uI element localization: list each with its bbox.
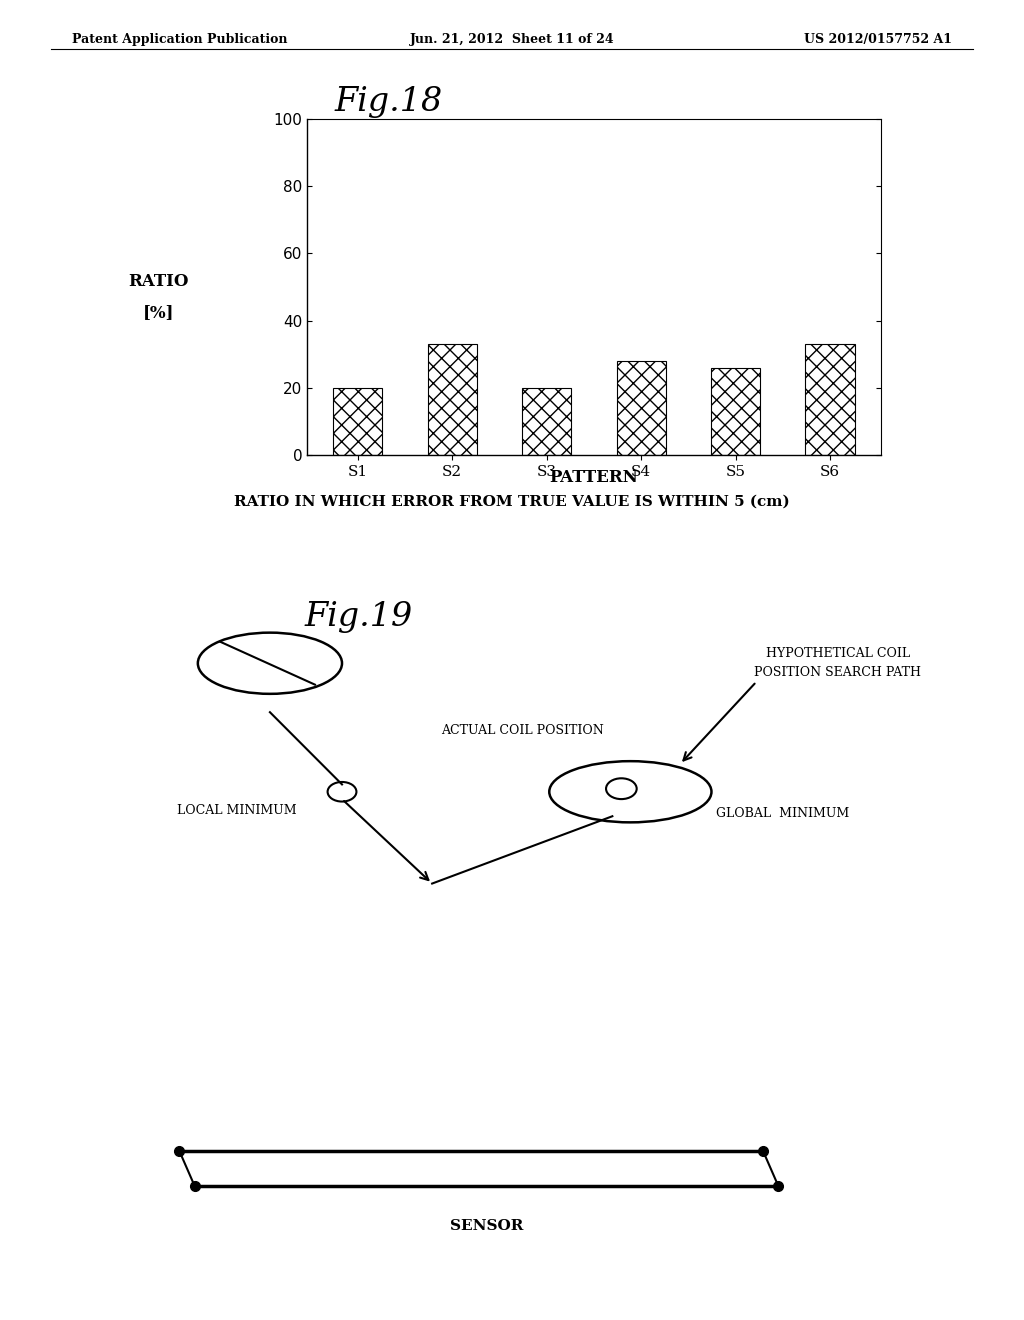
Bar [711,368,760,455]
Text: Patent Application Publication: Patent Application Publication [72,33,287,46]
Text: RATIO: RATIO [128,273,189,289]
Bar [616,362,666,455]
Text: Fig.18: Fig.18 [335,86,443,117]
Text: POSITION SEARCH PATH: POSITION SEARCH PATH [754,665,922,678]
Text: Jun. 21, 2012  Sheet 11 of 24: Jun. 21, 2012 Sheet 11 of 24 [410,33,614,46]
Bar [333,388,382,455]
Text: HYPOTHETICAL COIL: HYPOTHETICAL COIL [766,647,909,660]
Text: PATTERN: PATTERN [550,469,638,486]
Bar [522,388,571,455]
Bar [806,345,855,455]
Text: LOCAL MINIMUM: LOCAL MINIMUM [177,804,297,817]
Text: [%]: [%] [143,305,174,321]
Text: SENSOR: SENSOR [450,1218,523,1233]
Text: US 2012/0157752 A1: US 2012/0157752 A1 [804,33,952,46]
Text: ACTUAL COIL POSITION: ACTUAL COIL POSITION [441,723,603,737]
Text: RATIO IN WHICH ERROR FROM TRUE VALUE IS WITHIN 5 (cm): RATIO IN WHICH ERROR FROM TRUE VALUE IS … [234,495,790,510]
Bar [428,345,477,455]
Text: GLOBAL  MINIMUM: GLOBAL MINIMUM [716,807,849,820]
Text: Fig.19: Fig.19 [304,601,413,632]
